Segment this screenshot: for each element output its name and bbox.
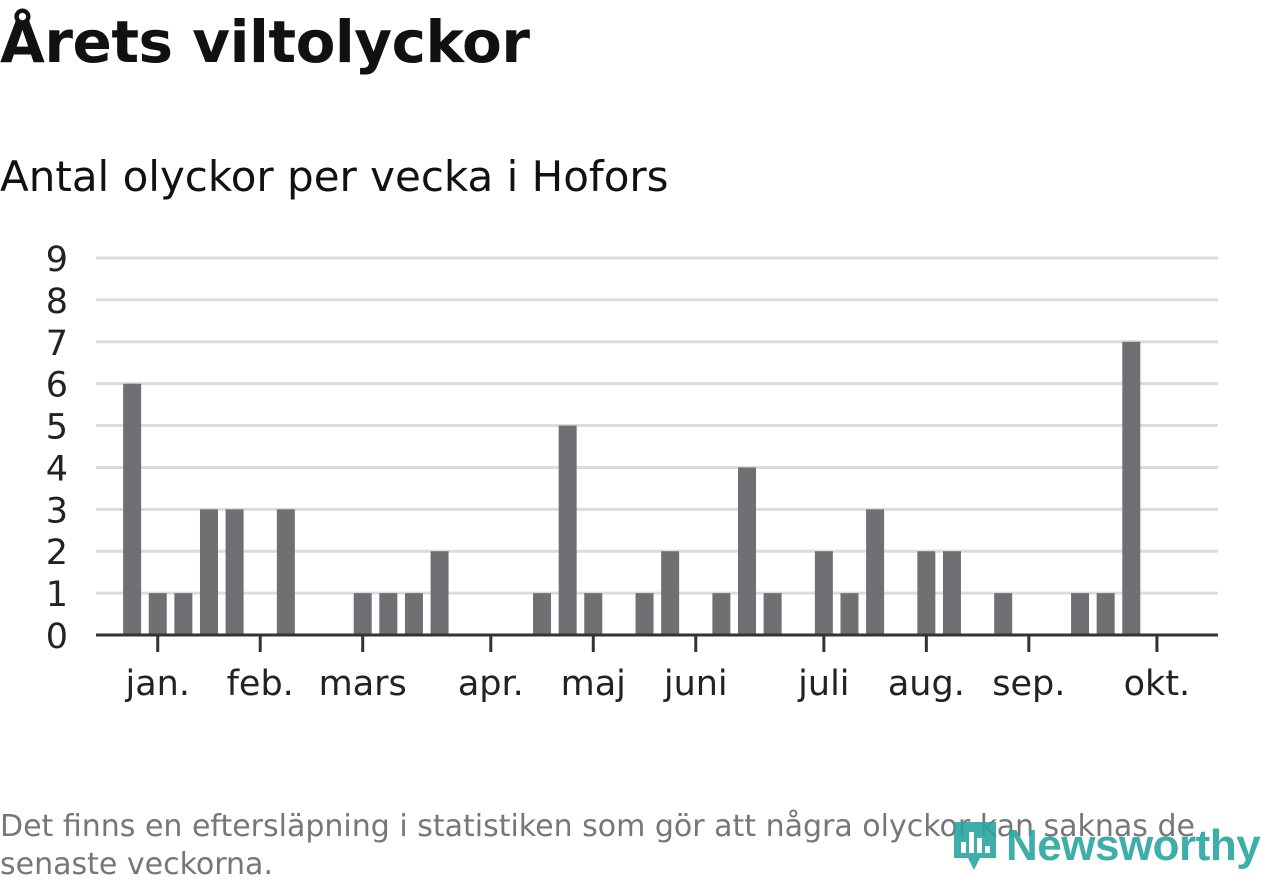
bar-week-13: [404, 593, 423, 635]
bar-week-41: [1122, 341, 1141, 635]
bar-week-22: [635, 593, 654, 635]
x-tick-label: juni: [663, 664, 728, 704]
bar-week-30: [840, 593, 859, 635]
chart-title: Årets viltolyckor: [0, 8, 530, 76]
bar-week-14: [430, 551, 449, 635]
bar-week-36: [994, 593, 1013, 635]
newsworthy-logo-icon: [954, 822, 996, 870]
x-axis-tick-labels: jan. feb. mars apr. maj juni juli aug. sep. okt.: [124, 664, 1190, 704]
y-tick-label: 4: [46, 449, 68, 489]
bar-week-25: [712, 593, 731, 635]
y-tick-label: 6: [46, 366, 68, 406]
x-tick-label: okt.: [1124, 664, 1191, 704]
bar-week-19: [558, 425, 577, 635]
bar-week-2: [123, 383, 142, 635]
x-tick-label: jan.: [124, 664, 189, 704]
bar-week-18: [533, 593, 552, 635]
x-tick-label: mars: [319, 664, 407, 704]
bar-week-29: [814, 551, 833, 635]
bars: [123, 341, 1141, 635]
y-tick-label: 8: [46, 282, 68, 322]
bar-week-26: [738, 467, 756, 635]
bar-week-3: [148, 593, 167, 635]
bar-week-20: [584, 593, 603, 635]
gridlines: [96, 256, 1218, 595]
y-tick-label: 3: [46, 491, 68, 531]
bar-week-23: [661, 551, 680, 635]
bar-week-11: [353, 593, 372, 635]
data-label: 7: [1146, 0, 1167, 8]
brand-name: Newsworthy: [1006, 821, 1261, 870]
bar-week-39: [1071, 593, 1090, 635]
chart-subtitle: Antal olyckor per vecka i Hofors: [0, 152, 669, 201]
bar-week-31: [866, 509, 885, 635]
x-tick-label: sep.: [992, 664, 1065, 704]
x-tick-label: maj: [561, 664, 626, 704]
bar-week-12: [379, 593, 398, 635]
y-tick-label: 2: [46, 533, 68, 573]
y-tick-label: 9: [46, 240, 68, 280]
bar-week-6: [225, 509, 244, 635]
y-tick-label: 1: [46, 575, 68, 615]
bar-week-4: [174, 593, 193, 635]
data-labels: 7: [1146, 0, 1167, 8]
x-axis: [96, 633, 1218, 652]
bar-week-40: [1096, 593, 1115, 635]
y-tick-label: 5: [46, 408, 68, 448]
brand: Newsworthy: [950, 818, 1261, 874]
x-tick-label: apr.: [458, 664, 524, 704]
x-tick-label: juli: [797, 664, 849, 704]
y-tick-label: 0: [46, 617, 68, 657]
bar-week-33: [917, 551, 936, 635]
bar-week-8: [276, 509, 295, 635]
x-tick-label: feb.: [227, 664, 294, 704]
bar-week-5: [199, 509, 218, 635]
x-tick-label: aug.: [888, 664, 965, 704]
bar-week-34: [942, 551, 961, 635]
bar-week-27: [763, 593, 782, 635]
y-tick-label: 7: [46, 324, 68, 364]
